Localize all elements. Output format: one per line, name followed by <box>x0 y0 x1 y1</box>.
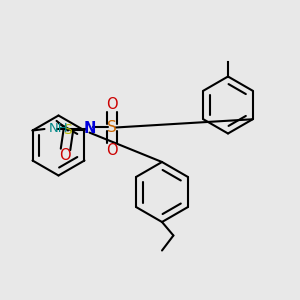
Text: O: O <box>59 148 71 164</box>
Text: N: N <box>83 121 96 136</box>
Text: S: S <box>64 124 72 137</box>
Text: NH: NH <box>49 122 69 135</box>
Text: O: O <box>106 97 118 112</box>
Text: O: O <box>106 143 118 158</box>
Text: S: S <box>107 120 117 135</box>
